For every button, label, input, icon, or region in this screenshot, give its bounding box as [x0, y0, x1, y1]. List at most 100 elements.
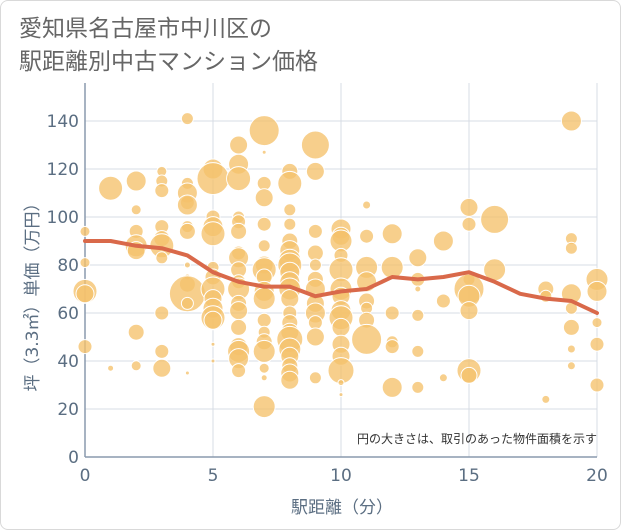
data-bubble [79, 225, 91, 237]
data-bubble [210, 341, 216, 347]
data-bubble [125, 170, 147, 192]
data-bubble [411, 380, 425, 394]
y-tick-label: 40 [57, 352, 79, 372]
data-bubble [564, 241, 578, 255]
data-bubble [591, 317, 603, 329]
data-bubble [586, 280, 608, 302]
data-bubble [200, 221, 226, 247]
data-bubble [381, 376, 403, 398]
data-bubble [384, 305, 400, 321]
data-bubble [589, 377, 605, 393]
chart-title: 愛知県名古屋市中川区の 駅距離別中古マンション価格 [19, 13, 318, 79]
y-tick-label: 100 [47, 208, 79, 228]
data-bubble [130, 360, 142, 372]
y-tick-label: 120 [47, 160, 79, 180]
bubble-series [72, 110, 609, 419]
data-bubble [280, 370, 300, 390]
trend-line [83, 239, 599, 315]
data-bubble [305, 161, 325, 181]
data-bubble [589, 336, 605, 352]
data-bubble [460, 366, 478, 384]
data-bubble [226, 166, 252, 192]
data-bubble [154, 343, 170, 359]
data-bubble [435, 293, 451, 309]
data-bubble [248, 115, 280, 147]
data-bubble [277, 170, 303, 196]
data-bubble [229, 135, 249, 155]
y-axis-label: 坪（3.3㎡）単価（万円） [23, 194, 43, 391]
data-bubble [459, 301, 479, 321]
data-bubble [459, 197, 479, 217]
data-bubble [210, 358, 216, 364]
data-bubble [258, 362, 270, 374]
data-bubble [480, 204, 510, 234]
data-bubble [254, 188, 274, 208]
data-bubble [229, 301, 249, 321]
data-bubble [362, 200, 372, 210]
x-tick-label: 20 [586, 466, 608, 486]
tick-labels: 0 20 40 60 80 100 120 140 0 5 10 15 20 [47, 112, 608, 486]
data-bubble [438, 373, 448, 383]
x-tick-label: 5 [208, 466, 219, 486]
size-note: 円の大きさは、取引のあった物件面積を示す [357, 431, 597, 446]
data-bubble [75, 284, 95, 304]
chart-title-line-1: 愛知県名古屋市中川区の [19, 16, 272, 42]
data-bubble [261, 149, 267, 155]
data-bubble [252, 339, 276, 363]
y-tick-label: 20 [57, 400, 79, 420]
data-bubble [231, 363, 247, 379]
y-tick-label: 60 [57, 304, 79, 324]
data-bubble [351, 323, 383, 355]
data-bubble [257, 239, 271, 253]
chart-title-line-2: 駅距離別中古マンション価格 [19, 49, 318, 75]
data-bubble [411, 308, 425, 322]
x-tick-label: 15 [458, 466, 480, 486]
data-bubble [432, 230, 454, 252]
data-bubble [154, 183, 170, 199]
data-bubble [79, 257, 91, 269]
data-bubble [130, 204, 142, 216]
y-tick-label: 140 [47, 112, 79, 132]
data-bubble [183, 261, 191, 269]
data-bubble [230, 318, 248, 336]
data-bubble [307, 223, 323, 239]
data-bubble [305, 327, 325, 347]
data-bubble [178, 222, 196, 240]
data-bubble [560, 110, 582, 132]
data-bubble [461, 216, 477, 232]
data-bubble [107, 364, 115, 372]
data-bubble [98, 175, 124, 201]
data-bubble [283, 203, 297, 217]
data-bubble [184, 370, 190, 376]
data-bubble [203, 310, 223, 330]
y-tick-label: 0 [68, 448, 79, 468]
data-bubble [260, 374, 268, 382]
data-bubble [77, 339, 93, 355]
data-bubble [180, 296, 194, 310]
y-tick-label: 80 [57, 256, 79, 276]
data-bubble [308, 258, 322, 272]
trend-series [83, 239, 599, 315]
data-bubble [411, 344, 425, 358]
x-axis-label: 駅距離（分） [291, 498, 393, 518]
data-bubble [155, 251, 169, 265]
data-bubble [252, 395, 276, 419]
data-bubble [180, 112, 194, 126]
data-bubble [300, 130, 330, 160]
data-bubble [337, 379, 345, 387]
data-bubble [127, 323, 145, 341]
data-bubble [381, 223, 403, 245]
data-bubble [566, 361, 576, 371]
data-bubble [562, 318, 580, 336]
data-bubble [331, 317, 351, 337]
data-bubble [308, 371, 322, 385]
data-bubble [176, 194, 198, 216]
data-bubble [384, 339, 400, 355]
data-bubble [280, 289, 300, 309]
data-bubble [256, 216, 272, 232]
data-bubble [256, 175, 272, 191]
data-bubble [338, 392, 344, 398]
data-bubble [256, 312, 272, 328]
